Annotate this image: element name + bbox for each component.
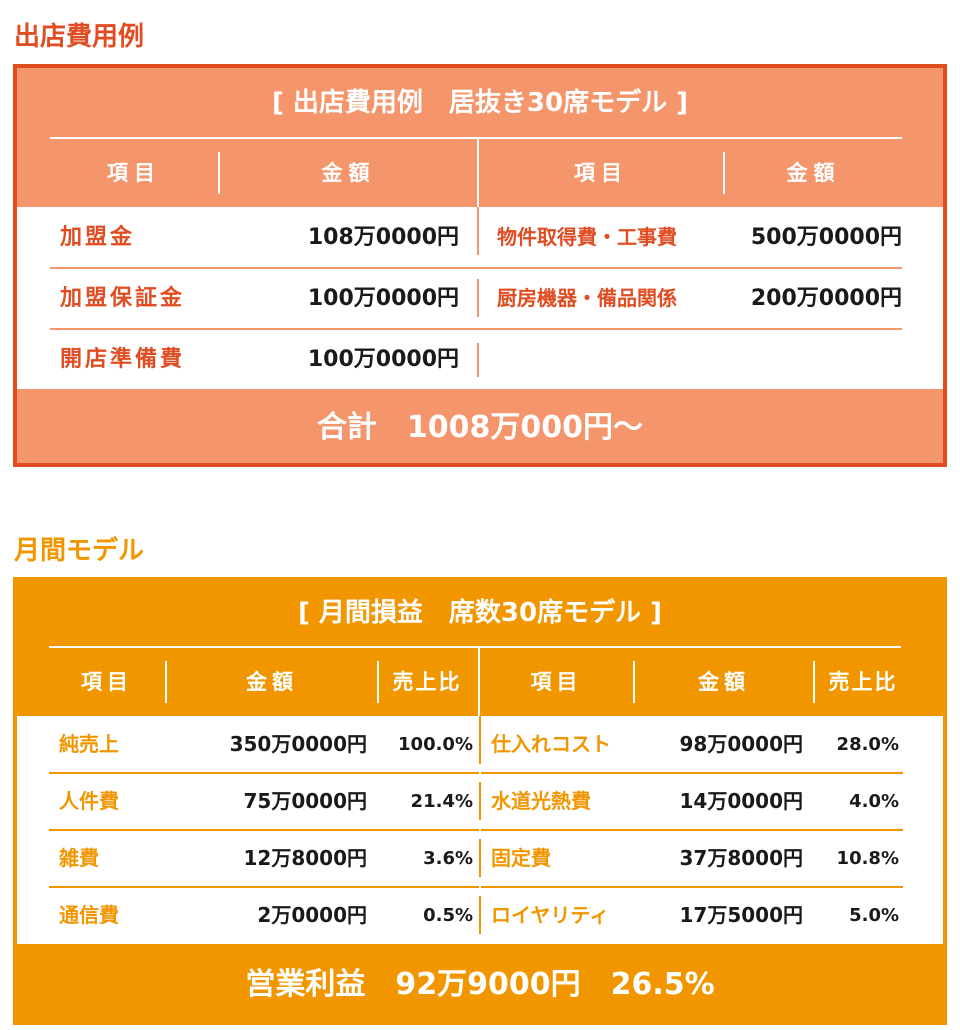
- header-amount-left: 金額: [246, 670, 298, 694]
- pl-ratio: 28.0%: [836, 734, 899, 755]
- pl-value: 98万0000円: [679, 732, 804, 756]
- pl-label: 通信費: [59, 903, 119, 927]
- cost-label: 加盟保証金: [60, 286, 186, 311]
- cost-label: 物件取得費・工事費: [497, 225, 677, 249]
- header-divider: [218, 152, 220, 194]
- header-item-left: 項目: [81, 670, 133, 694]
- pl-label: 水道光熱費: [491, 789, 591, 813]
- center-divider: [477, 279, 479, 317]
- cost-value: 500万0000円: [750, 225, 902, 250]
- cost-label: 加盟金: [60, 225, 136, 250]
- center-divider: [479, 896, 481, 934]
- opening-cost-body: 加盟金 108万0000円 加盟保証金 100万0000円 開店準備費 100万…: [17, 207, 943, 389]
- header-divider: [723, 152, 725, 194]
- header-item-right: 項目: [530, 670, 583, 694]
- pl-ratio: 4.0%: [849, 791, 899, 812]
- pl-ratio: 10.8%: [836, 848, 899, 869]
- pl-label: 固定費: [491, 846, 551, 870]
- pl-value: 2万0000円: [257, 903, 367, 927]
- section2-heading: 月間モデル: [14, 536, 145, 566]
- header-center-divider: [478, 648, 480, 716]
- header-divider: [633, 661, 635, 703]
- title-divider: [49, 646, 901, 648]
- row-divider: [481, 772, 903, 774]
- header-divider: [377, 661, 379, 703]
- header-item-right: 項目: [574, 161, 628, 185]
- opening-cost-total: 合計 1008万000円～: [316, 410, 644, 445]
- row-divider: [49, 772, 479, 774]
- cost-label: 開店準備費: [60, 347, 186, 372]
- row-divider: [479, 328, 902, 330]
- pl-value: 75万0000円: [243, 789, 368, 813]
- header-ratio-right: 売上比: [828, 670, 898, 694]
- title-divider: [50, 137, 902, 139]
- monthly-model-title: [ 月間損益 席数30席モデル ]: [297, 598, 663, 628]
- row-divider: [481, 829, 903, 831]
- pl-label: 雑費: [59, 846, 99, 870]
- row-divider: [481, 886, 903, 888]
- pl-value: 14万0000円: [679, 789, 804, 813]
- monthly-model-body: 純売上 350万0000円 100.0% 人件費 75万0000円 21.4% …: [17, 716, 943, 944]
- pl-value: 350万0000円: [229, 732, 367, 756]
- row-divider: [49, 886, 479, 888]
- header-amount-right: 金額: [698, 670, 750, 694]
- cost-value: 200万0000円: [750, 286, 902, 311]
- center-divider: [479, 716, 481, 764]
- section1-heading: 出店費用例: [14, 22, 145, 52]
- cost-value: 100万0000円: [307, 347, 459, 372]
- cost-value: 108万0000円: [307, 225, 459, 250]
- pl-ratio: 5.0%: [849, 905, 899, 926]
- monthly-model-table: [ 月間損益 席数30席モデル ] 項目 金額 売上比 項目 金額 売上比 純売…: [13, 577, 947, 1025]
- row-divider: [50, 267, 479, 269]
- pl-value: 17万5000円: [679, 903, 804, 927]
- row-divider: [49, 829, 479, 831]
- pl-value: 37万8000円: [679, 846, 804, 870]
- opening-cost-table: [ 出店費用例 居抜き30席モデル ] 項目 金額 項目 金額 加盟金 108万…: [13, 64, 947, 467]
- header-center-divider: [477, 139, 479, 207]
- pl-label: 仕入れコスト: [491, 732, 611, 756]
- header-ratio-left: 売上比: [392, 670, 462, 694]
- row-divider: [50, 328, 479, 330]
- header-divider: [813, 661, 815, 703]
- cost-label: 厨房機器・備品関係: [497, 286, 677, 310]
- center-divider: [477, 343, 479, 377]
- header-amount-left: 金額: [321, 161, 376, 185]
- pl-ratio: 100.0%: [398, 734, 473, 755]
- center-divider: [479, 839, 481, 877]
- cost-value: 100万0000円: [307, 286, 459, 311]
- opening-cost-title: [ 出店費用例 居抜き30席モデル ]: [271, 88, 689, 118]
- header-item-left: 項目: [107, 161, 161, 185]
- center-divider: [479, 782, 481, 820]
- header-divider: [165, 661, 167, 703]
- pl-label: ロイヤリティ: [491, 903, 610, 927]
- pl-ratio: 3.6%: [423, 848, 473, 869]
- pl-ratio: 21.4%: [410, 791, 473, 812]
- pl-label: 人件費: [59, 789, 119, 813]
- pl-value: 12万8000円: [243, 846, 368, 870]
- center-divider: [477, 207, 479, 255]
- operating-profit-total: 営業利益 92万9000円 26.5%: [245, 967, 715, 1002]
- pl-label: 純売上: [59, 732, 119, 756]
- header-amount-right: 金額: [786, 161, 841, 185]
- pl-ratio: 0.5%: [423, 905, 473, 926]
- row-divider: [479, 267, 902, 269]
